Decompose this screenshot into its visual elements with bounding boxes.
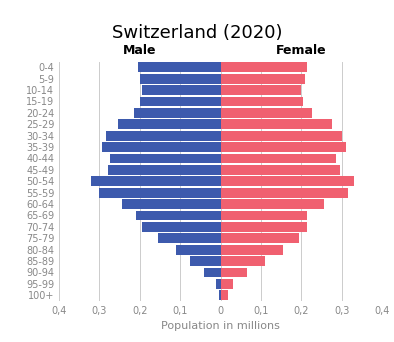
Bar	[221, 63, 307, 72]
Bar	[138, 63, 221, 72]
Bar	[221, 245, 283, 254]
Bar	[140, 96, 221, 106]
Bar	[221, 85, 301, 95]
Bar	[108, 165, 221, 175]
Bar	[221, 154, 336, 163]
Bar	[142, 222, 221, 232]
Text: Male: Male	[123, 44, 157, 57]
Bar	[221, 96, 303, 106]
Bar	[221, 131, 342, 141]
Bar	[136, 211, 221, 220]
Bar	[221, 119, 332, 129]
Bar	[221, 165, 340, 175]
Bar	[91, 176, 221, 186]
Bar	[190, 256, 221, 266]
Bar	[221, 108, 312, 118]
Bar	[221, 256, 265, 266]
Bar	[221, 290, 228, 300]
Bar	[134, 108, 221, 118]
Bar	[99, 188, 221, 198]
Bar	[221, 176, 354, 186]
Bar	[221, 211, 307, 220]
Bar	[221, 142, 346, 152]
Bar	[176, 245, 221, 254]
Bar	[204, 267, 221, 277]
Bar	[106, 131, 221, 141]
Bar	[140, 74, 221, 83]
X-axis label: Population in millions: Population in millions	[161, 321, 280, 331]
Bar	[122, 199, 221, 209]
Bar	[221, 267, 247, 277]
Text: Switzerland (2020): Switzerland (2020)	[112, 24, 282, 42]
Bar	[216, 279, 221, 289]
Bar	[221, 188, 348, 198]
Bar	[158, 233, 221, 243]
Bar	[118, 119, 221, 129]
Text: Female: Female	[276, 44, 327, 57]
Bar	[221, 222, 307, 232]
Bar	[219, 290, 221, 300]
Bar	[142, 85, 221, 95]
Bar	[110, 154, 221, 163]
Bar	[102, 142, 221, 152]
Bar	[221, 199, 323, 209]
Bar	[221, 233, 299, 243]
Bar	[221, 279, 233, 289]
Bar	[221, 74, 305, 83]
